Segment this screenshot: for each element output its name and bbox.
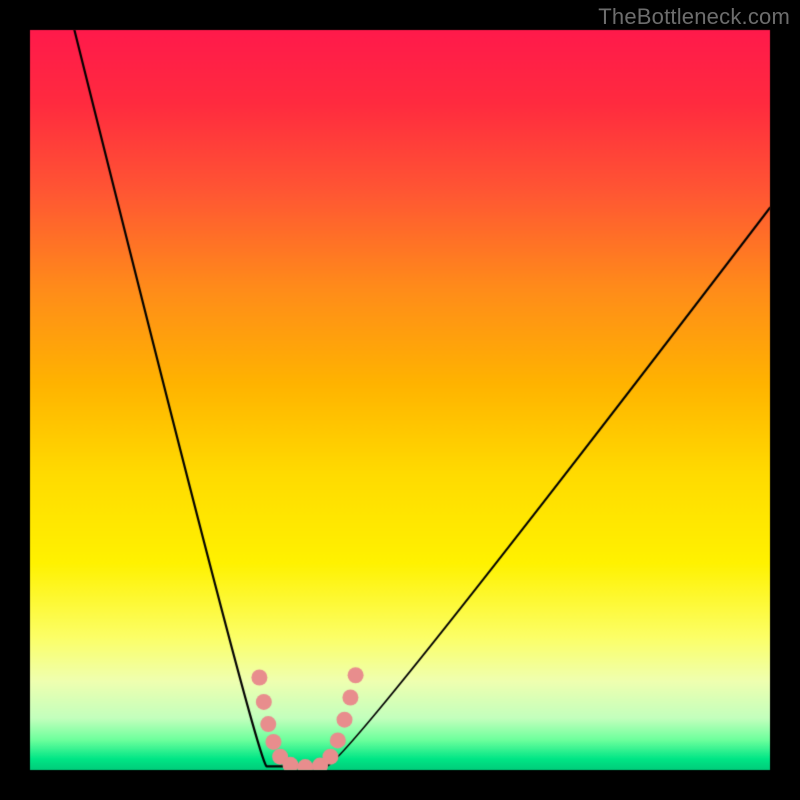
watermark-label: TheBottleneck.com — [598, 4, 790, 30]
chart-container: TheBottleneck.com — [0, 0, 800, 800]
bottleneck-curve — [0, 0, 800, 800]
